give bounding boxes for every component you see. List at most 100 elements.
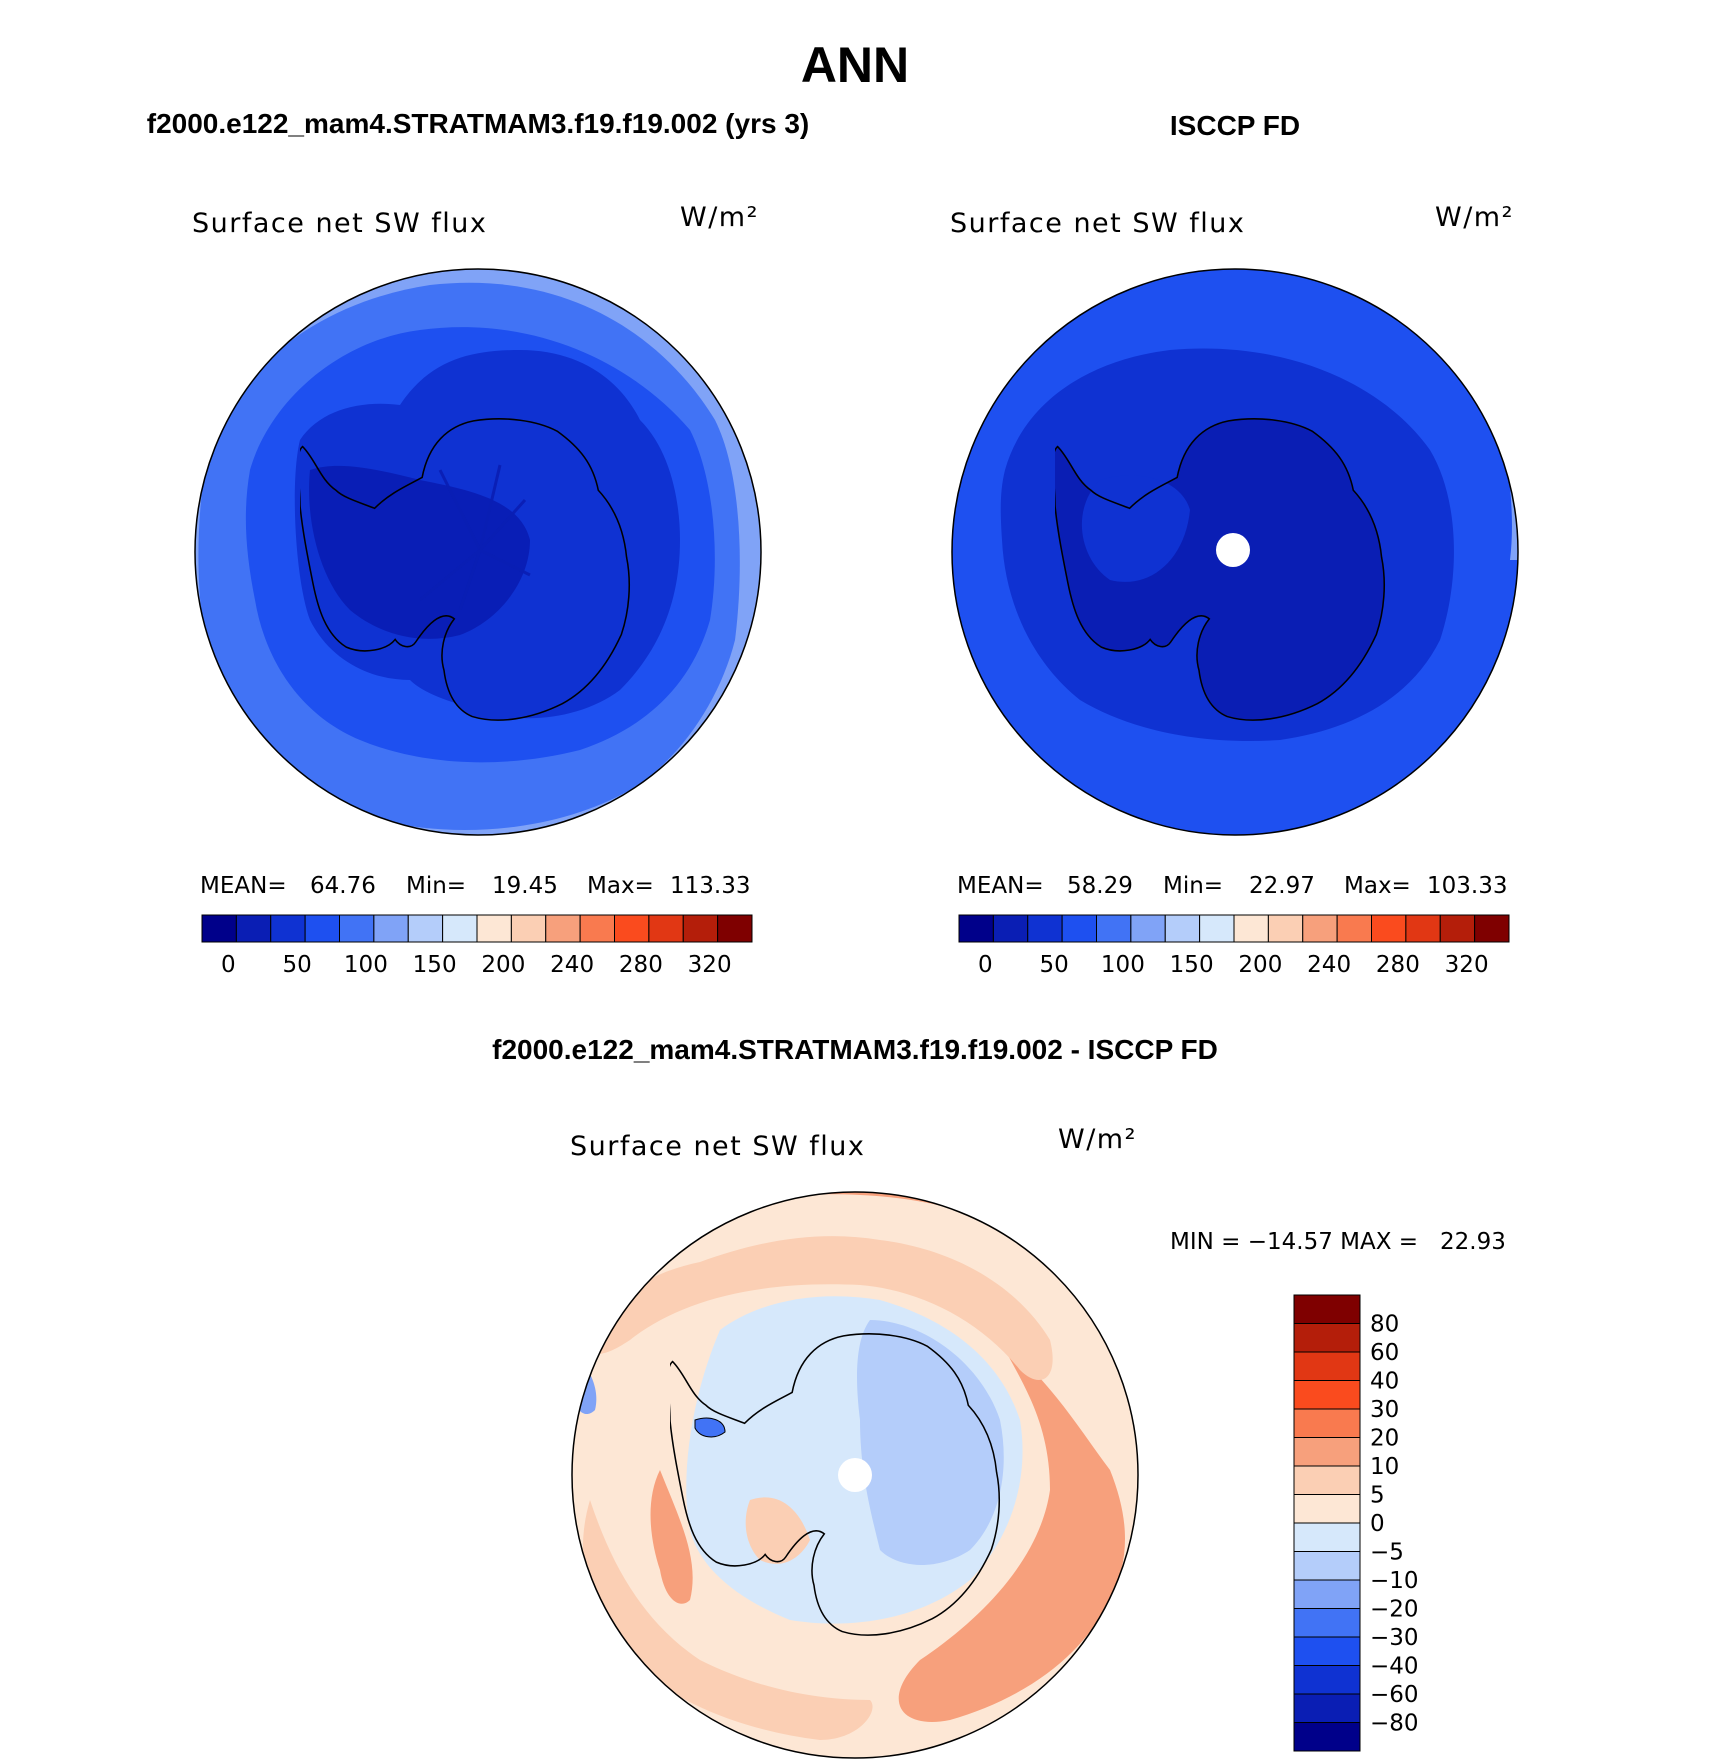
panel-obs: ISCCP FD Surface net SW flux W/m² MEAN= … xyxy=(950,110,1519,978)
panel-model-min-label: Min= xyxy=(406,873,466,899)
colorbar-swatch xyxy=(1474,914,1510,943)
colorbar-tick-label: 320 xyxy=(1445,952,1489,978)
colorbar-swatch xyxy=(1130,914,1166,943)
colorbar-swatch xyxy=(235,914,272,943)
panel-obs-pole-hole xyxy=(1216,533,1250,567)
colorbar-swatch xyxy=(373,914,409,943)
colorbar-tick-label: 30 xyxy=(1370,1397,1399,1423)
panel-model-colorbar: 0 50 100 150 200 240 280 320 xyxy=(201,914,753,978)
panel-obs-colorbar: 0 50 100 150 200 240 280 320 xyxy=(958,914,1510,978)
colorbar-tick-label: 280 xyxy=(1376,952,1420,978)
colorbar-tick-label: 200 xyxy=(1238,952,1282,978)
panel-diff-minmax: MIN = −14.57 MAX = 22.93 xyxy=(1170,1229,1506,1255)
colorbar-tick-label: 200 xyxy=(481,952,525,978)
panel-diff-pole-hole xyxy=(838,1458,872,1492)
colorbar-swatch xyxy=(1371,914,1407,943)
panel-obs-max-value: 103.33 xyxy=(1427,873,1507,899)
colorbar-tick-label: 10 xyxy=(1370,1454,1399,1480)
panel-obs-stats: MEAN= 58.29 Min= 22.97 Max= 103.33 xyxy=(957,873,1507,899)
colorbar-tick-label: 150 xyxy=(1170,952,1214,978)
colorbar-swatch xyxy=(201,914,237,943)
colorbar-swatch xyxy=(1293,1522,1361,1552)
colorbar-swatch xyxy=(717,914,753,943)
colorbar-swatch xyxy=(1293,1351,1361,1381)
panel-obs-mean-label: MEAN= xyxy=(957,873,1044,899)
colorbar-swatch xyxy=(1293,1494,1361,1524)
colorbar-tick-label: 0 xyxy=(221,952,236,978)
colorbar-swatch xyxy=(579,914,615,943)
colorbar-swatch xyxy=(992,914,1029,943)
colorbar-tick-label: 40 xyxy=(1370,1369,1399,1395)
colorbar-swatch xyxy=(1302,914,1338,943)
panel-obs-min-value: 22.97 xyxy=(1249,873,1315,899)
colorbar-swatch xyxy=(1293,1608,1361,1638)
colorbar-swatch xyxy=(1061,914,1097,943)
panel-model-header: f2000.e122_mam4.STRATMAM3.f19.f19.002 (y… xyxy=(147,108,809,139)
colorbar-tick-label: 100 xyxy=(1101,952,1145,978)
colorbar-tick-label: 240 xyxy=(1307,952,1351,978)
colorbar-swatch xyxy=(476,914,512,943)
colorbar-tick-label: −30 xyxy=(1370,1625,1419,1651)
colorbar-swatch xyxy=(1293,1408,1361,1438)
colorbar-tick-label: 60 xyxy=(1370,1340,1399,1366)
colorbar-swatch xyxy=(442,914,478,943)
colorbar-tick-label: 80 xyxy=(1370,1312,1399,1338)
colorbar-swatch xyxy=(958,914,994,943)
panel-model: f2000.e122_mam4.STRATMAM3.f19.f19.002 (y… xyxy=(147,108,809,978)
colorbar-tick-label: 0 xyxy=(978,952,993,978)
colorbar-swatch xyxy=(1293,1465,1361,1495)
colorbar-swatch xyxy=(1293,1579,1361,1609)
colorbar-tick-label: 5 xyxy=(1370,1483,1385,1509)
colorbar-swatch xyxy=(1293,1294,1361,1324)
colorbar-swatch xyxy=(1293,1380,1361,1410)
panel-obs-units: W/m² xyxy=(1435,202,1514,233)
colorbar-swatch xyxy=(1293,1722,1361,1752)
colorbar-tick-label: 280 xyxy=(619,952,663,978)
colorbar-swatch xyxy=(1293,1551,1361,1581)
colorbar-tick-label: −40 xyxy=(1370,1654,1419,1680)
colorbar-swatch xyxy=(1439,914,1476,943)
colorbar-swatch xyxy=(1096,914,1132,943)
panel-model-units: W/m² xyxy=(680,202,759,233)
panel-model-variable: Surface net SW flux xyxy=(192,208,487,239)
panel-model-map xyxy=(195,269,761,835)
colorbar-tick-label: −5 xyxy=(1370,1540,1404,1566)
panel-obs-map-border xyxy=(951,268,1519,836)
panel-diff-map-border xyxy=(571,1191,1139,1759)
panel-obs-min-label: Min= xyxy=(1163,873,1223,899)
panel-obs-max-label: Max= xyxy=(1344,873,1411,899)
colorbar-swatch xyxy=(1293,1693,1361,1723)
colorbar-swatch xyxy=(1164,914,1201,943)
panel-model-stats: MEAN= 64.76 Min= 19.45 Max= 113.33 xyxy=(200,873,750,899)
colorbar-swatch xyxy=(304,914,340,943)
panel-obs-map xyxy=(952,269,1518,835)
colorbar-swatch xyxy=(1293,1437,1361,1467)
colorbar-swatch xyxy=(1336,914,1372,943)
colorbar-tick-label: 240 xyxy=(550,952,594,978)
colorbar-swatch xyxy=(614,914,650,943)
panel-model-max-value: 113.33 xyxy=(670,873,750,899)
colorbar-tick-label: −10 xyxy=(1370,1568,1419,1594)
panel-obs-variable: Surface net SW flux xyxy=(950,208,1245,239)
panel-model-map-border xyxy=(194,268,762,836)
colorbar-swatch xyxy=(1199,914,1235,943)
colorbar-tick-label: −20 xyxy=(1370,1597,1419,1623)
colorbar-swatch xyxy=(339,914,375,943)
panel-model-mean-label: MEAN= xyxy=(200,873,287,899)
main-title: ANN xyxy=(801,37,909,93)
colorbar-swatch xyxy=(1027,914,1063,943)
colorbar-swatch xyxy=(407,914,444,943)
panel-diff: f2000.e122_mam4.STRATMAM3.f19.f19.002 - … xyxy=(492,1034,1506,1759)
colorbar-swatch xyxy=(545,914,581,943)
panel-model-mean-value: 64.76 xyxy=(310,873,376,899)
colorbar-tick-label: −80 xyxy=(1370,1711,1419,1737)
colorbar-swatch xyxy=(648,914,684,943)
colorbar-swatch xyxy=(270,914,306,943)
panel-diff-units: W/m² xyxy=(1058,1124,1137,1155)
colorbar-tick-label: 50 xyxy=(282,952,311,978)
panel-diff-variable: Surface net SW flux xyxy=(570,1131,865,1162)
colorbar-swatch xyxy=(1267,914,1304,943)
colorbar-swatch xyxy=(1293,1665,1361,1695)
